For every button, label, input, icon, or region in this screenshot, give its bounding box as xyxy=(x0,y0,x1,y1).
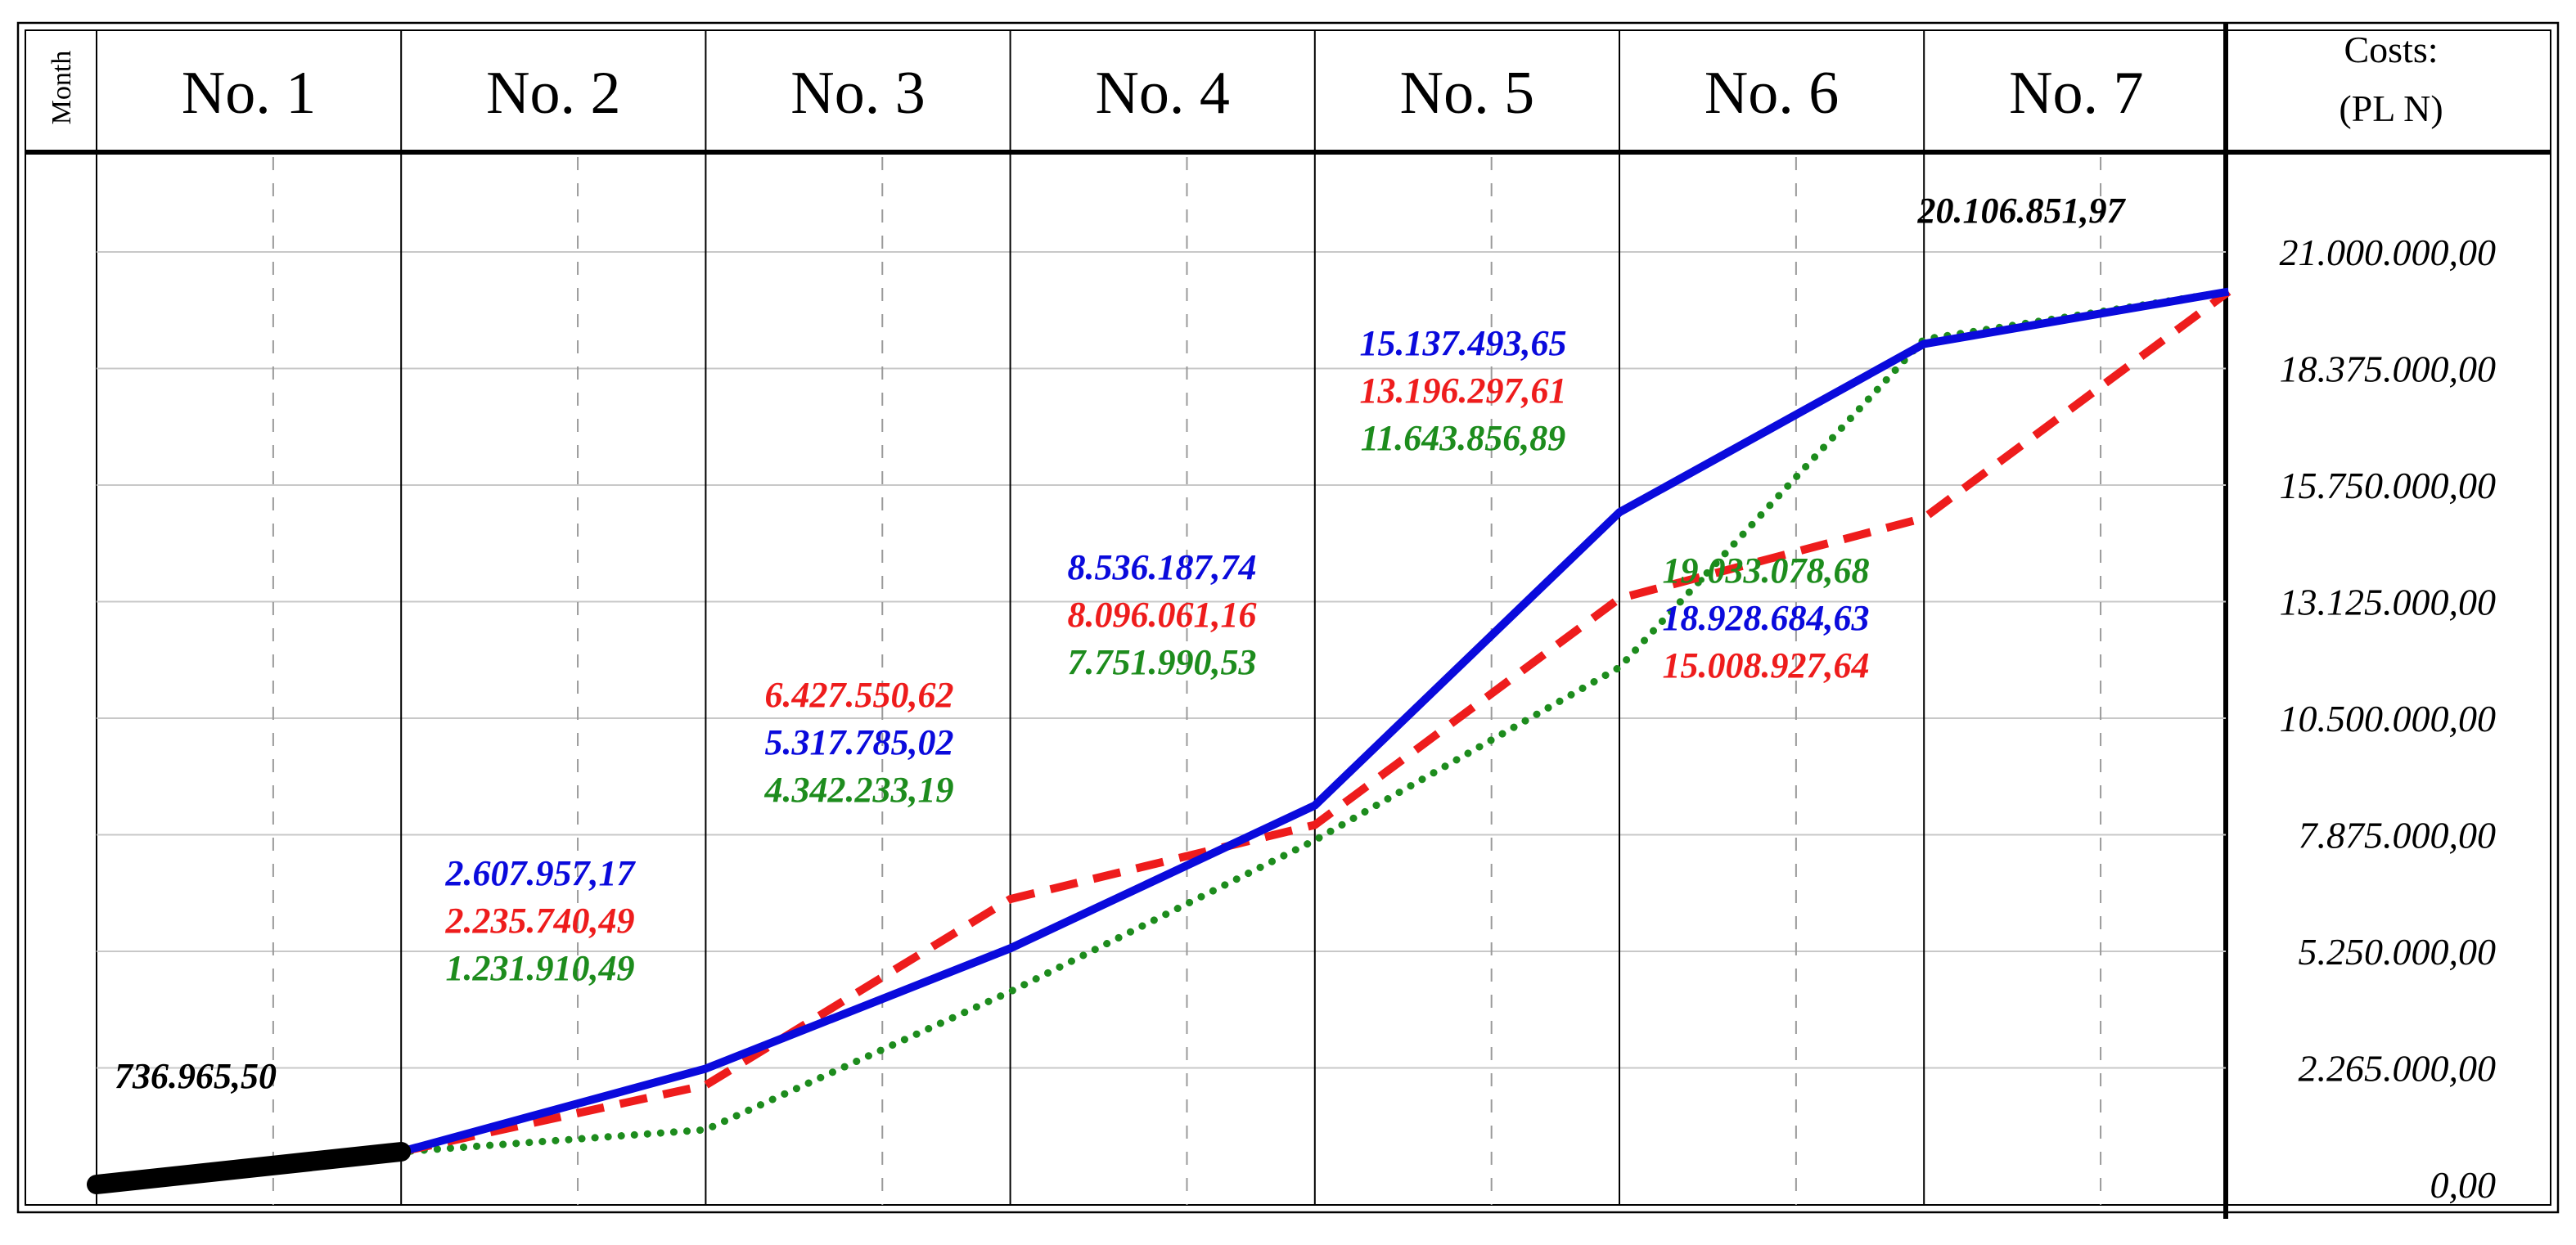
series-line-red xyxy=(96,288,2231,1189)
column-header: No. 3 xyxy=(790,60,925,127)
data-label-blue: 18.928.684,63 xyxy=(1663,598,1870,638)
data-label-green: 1.231.910,49 xyxy=(446,948,635,988)
chart-frame xyxy=(16,21,2560,1219)
y-tick-label: 2.265.000,00 xyxy=(2299,1048,2497,1090)
data-label-green: 7.751.990,53 xyxy=(1068,642,1257,682)
data-label-green: 19.033.078,68 xyxy=(1663,551,1870,591)
data-label-red: 2.235.740,49 xyxy=(445,901,635,941)
column-header: No. 4 xyxy=(1095,60,1229,127)
data-label-blue: 5.317.785,02 xyxy=(765,722,954,762)
y-tick-label: 21.000.000,00 xyxy=(2280,231,2497,273)
column-headers: No. 1 No. 2 No. 3 No. 4 No. 5 No. 6 No. 7 Month… xyxy=(47,29,2443,129)
costs-unit-label: (PL N) xyxy=(2339,88,2443,129)
column-header: No. 5 xyxy=(1400,60,1534,127)
data-label-red: 6.427.550,62 xyxy=(765,675,954,715)
series-line-green xyxy=(92,288,2232,1189)
data-labels: 736.965,50 2.607.957,17 2.235.740,49 1.231.… xyxy=(115,191,2127,1096)
data-label-red: 15.008.927,64 xyxy=(1663,645,1870,685)
series-group xyxy=(87,287,2232,1194)
data-label-green: 4.342.233,19 xyxy=(764,770,954,810)
costs-label: Costs: xyxy=(2344,29,2438,70)
data-label-blue: 15.137.493,65 xyxy=(1360,323,1567,363)
data-label-blue: 2.607.957,17 xyxy=(445,853,637,893)
inner-border xyxy=(25,29,2551,1206)
data-label-red: 13.196.297,61 xyxy=(1360,371,1567,411)
chart-grid xyxy=(97,30,2226,1205)
y-tick-label: 18.375.000,00 xyxy=(2280,348,2497,390)
y-tick-label: 13.125.000,00 xyxy=(2280,582,2497,623)
y-tick-label: 7.875.000,00 xyxy=(2299,815,2497,856)
y-tick-label: 0,00 xyxy=(2430,1164,2497,1206)
data-label-red: 8.096.061,16 xyxy=(1068,595,1257,635)
column-header: No. 1 xyxy=(182,60,316,127)
column-header: No. 7 xyxy=(2009,60,2143,127)
data-label-green: 11.643.856,89 xyxy=(1361,418,1566,458)
data-label-blue: 8.536.187,74 xyxy=(1068,547,1257,587)
y-tick-label: 10.500.000,00 xyxy=(2280,698,2497,739)
data-label-black: 20.106.851,97 xyxy=(1917,191,2127,231)
y-axis: 0,00 2.265.000,00 5.250.000,00 7.875.000,00… xyxy=(2280,231,2497,1206)
y-tick-label: 5.250.000,00 xyxy=(2299,931,2497,973)
series-line-black xyxy=(87,1142,412,1194)
y-tick-label: 15.750.000,00 xyxy=(2280,465,2497,506)
series-line-blue xyxy=(96,287,2230,1189)
outer-border xyxy=(16,21,2560,1214)
column-header: No. 2 xyxy=(486,60,620,127)
data-label-black: 736.965,50 xyxy=(115,1056,277,1096)
month-label: Month xyxy=(47,51,77,125)
column-header: No. 6 xyxy=(1705,60,1839,127)
